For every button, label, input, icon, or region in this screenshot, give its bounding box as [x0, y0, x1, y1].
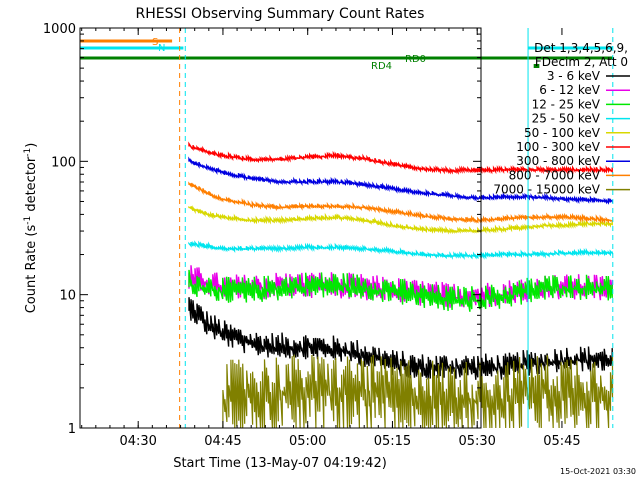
- legend-header-line-2: FDecim 2, Att 0: [535, 55, 628, 69]
- legend-label-1: 6 - 12 keV: [539, 83, 601, 97]
- y-tick-label: 100: [51, 155, 76, 170]
- x-tick-label: 04:30: [119, 434, 156, 449]
- y-axis-label-exp2: -1: [23, 148, 33, 157]
- legend-label-0: 3 - 6 keV: [547, 69, 601, 83]
- axes: 04:30 04:45 05:00 05:15 05:30 05:45 1 10 100 1000: [43, 22, 581, 449]
- flag-label-rd0: RD0: [405, 54, 426, 65]
- flag-label-s: S: [152, 37, 158, 48]
- y-axis-label-exp1: -1: [23, 216, 33, 225]
- plot-content: SN RD0 RD4: [79, 28, 614, 429]
- flag-label-rd4: RD4: [371, 61, 392, 72]
- series-trace-7: [188, 181, 613, 224]
- x-axis-label: Start Time (13-May-07 04:19:42): [173, 456, 387, 471]
- chart-title: RHESSI Observing Summary Count Rates: [136, 6, 425, 22]
- series-trace-6: [188, 156, 613, 205]
- x-tick-label: 05:30: [458, 434, 495, 449]
- legend-label-3: 25 - 50 keV: [532, 112, 601, 126]
- x-tick-label: 05:00: [289, 434, 326, 449]
- y-axis-label-main: Count Rate (s: [24, 225, 39, 314]
- date-stamp: 15-Oct-2021 03:30: [560, 467, 636, 476]
- y-axis-label-close: ): [24, 143, 39, 148]
- x-tick-label: 04:45: [204, 434, 241, 449]
- legend-label-5: 100 - 300 keV: [516, 140, 600, 154]
- y-axis-label: Count Rate (s-1 detector-1): [23, 143, 39, 314]
- y-tick-label: 1000: [43, 22, 76, 37]
- series-trace-5: [188, 141, 613, 175]
- y-axis-label-mid: detector: [24, 156, 39, 216]
- legend-label-4: 50 - 100 keV: [524, 126, 601, 140]
- x-tick-label: 05:45: [543, 434, 580, 449]
- series-trace-8: [222, 354, 614, 429]
- legend-label-2: 12 - 25 keV: [532, 97, 601, 111]
- plot-frame: [79, 27, 482, 429]
- legend-label-8: 7000 - 15000 keV: [493, 183, 600, 197]
- series-trace-4: [188, 205, 613, 235]
- series-trace-2: [188, 269, 613, 312]
- y-tick-label: 1: [68, 422, 76, 437]
- x-tick-label: 05:15: [374, 434, 411, 449]
- legend-header-line-1: Det 1,3,4,5,6,9,: [534, 41, 628, 55]
- legend-label-7: 800 - 7000 keV: [509, 168, 601, 182]
- legend-label-6: 300 - 800 keV: [516, 154, 600, 168]
- flag-label-n: N: [158, 43, 165, 54]
- y-tick-label: 10: [59, 289, 76, 304]
- series-trace-3: [188, 240, 613, 260]
- legend: Det 1,3,4,5,6,9, FDecim 2, Att 0 3 - 6 k…: [493, 41, 630, 197]
